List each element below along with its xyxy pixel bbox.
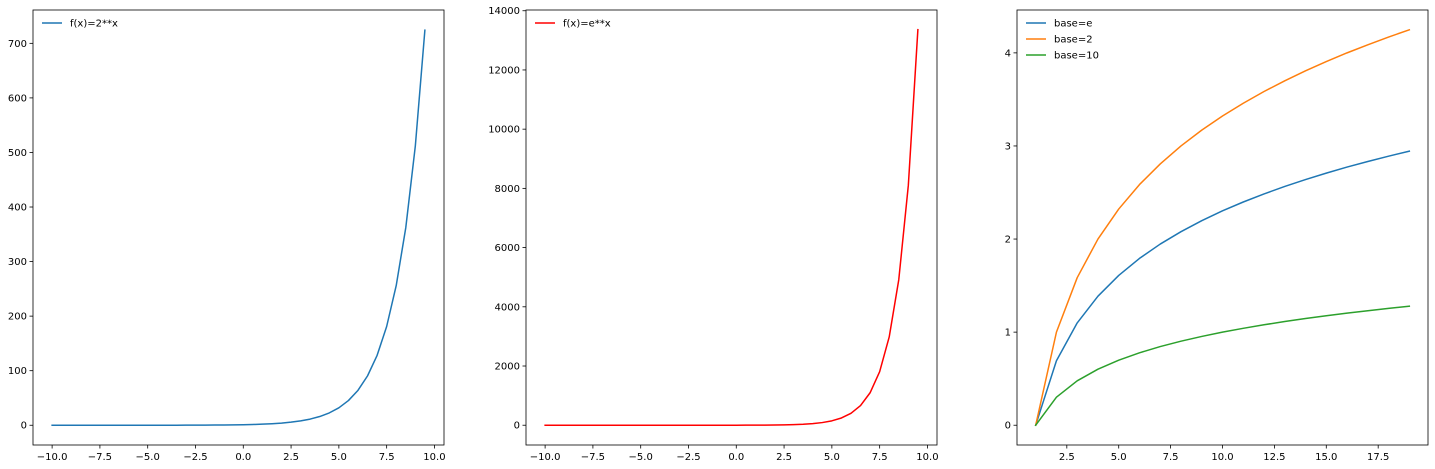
y-tick-label: 14000 bbox=[488, 6, 520, 17]
legend-label-1: f(x)=2**x bbox=[70, 19, 118, 30]
x-tick-label: 15.0 bbox=[1315, 452, 1337, 463]
x-tick-label: 0.0 bbox=[728, 452, 744, 463]
y-tick-label: 4000 bbox=[495, 302, 520, 313]
chart-panel-1: −10.0 −7.5 −5.0 −2.5 0.0 2.5 5.0 7.5 10.0 0 100 200… bbox=[8, 9, 446, 463]
x-tick-label: −7.5 bbox=[88, 452, 112, 463]
x-tick-label: 10.0 bbox=[1211, 452, 1233, 463]
y-tick-label: 300 bbox=[8, 257, 27, 268]
y-tick-label: 0 bbox=[1005, 421, 1011, 432]
x-tick-label: 0.0 bbox=[235, 452, 251, 463]
x-tick-label: 12.5 bbox=[1263, 452, 1285, 463]
axes-frame bbox=[32, 9, 445, 446]
x-tick-label: 2.5 bbox=[283, 452, 299, 463]
legend-label-1: f(x)=e**x bbox=[563, 19, 611, 30]
y-tick-label: 3 bbox=[1005, 141, 1011, 152]
x-tick-label: −7.5 bbox=[581, 452, 605, 463]
x-tick-label: −5.0 bbox=[136, 452, 160, 463]
x-tick-label: 7.5 bbox=[872, 452, 888, 463]
x-tick-label: −2.5 bbox=[183, 452, 207, 463]
chart-panel-2: −10.0 −7.5 −5.0 −2.5 0.0 2.5 5.0 7.5 10.0 0 2000 40… bbox=[488, 6, 938, 463]
legend: f(x)=e**x bbox=[535, 19, 611, 30]
x-tick-label: 7.5 bbox=[1163, 452, 1179, 463]
legend-label-2: base=2 bbox=[1054, 35, 1093, 46]
x-tick-label: 10.0 bbox=[423, 452, 445, 463]
legend-label-1: base=e bbox=[1054, 19, 1092, 30]
legend: base=e base=2 base=10 bbox=[1026, 19, 1099, 62]
y-tick-label: 0 bbox=[21, 421, 27, 432]
chart-panel-3: 2.5 5.0 7.5 10.0 12.5 15.0 17.501234base=ebase… bbox=[1005, 9, 1429, 463]
y-tick-label: 2 bbox=[1005, 235, 1011, 246]
x-tick-label: 5.0 bbox=[1111, 452, 1127, 463]
x-tick-label: 10.0 bbox=[916, 452, 938, 463]
y-tick-label: 600 bbox=[8, 93, 27, 104]
y-tick-label: 8000 bbox=[495, 184, 520, 195]
y-tick-label: 100 bbox=[8, 366, 27, 377]
y-tick-label: 200 bbox=[8, 312, 27, 323]
x-tick-label: −5.0 bbox=[629, 452, 653, 463]
series-line-2 bbox=[1034, 28, 1411, 427]
y-tick-label: 500 bbox=[8, 148, 27, 159]
y-tick-label: 12000 bbox=[488, 65, 520, 76]
axes-frame bbox=[525, 9, 938, 446]
legend-label-3: base=10 bbox=[1054, 51, 1099, 62]
y-tick-label: 0 bbox=[514, 421, 520, 432]
x-tick-label: −10.0 bbox=[530, 452, 561, 463]
y-tick-label: 2000 bbox=[495, 362, 520, 373]
series-line-1 bbox=[1034, 150, 1411, 427]
series-line-1 bbox=[51, 29, 426, 426]
series-line-3 bbox=[1034, 305, 1411, 427]
x-tick-label: −2.5 bbox=[676, 452, 700, 463]
x-tick-label: 17.5 bbox=[1367, 452, 1389, 463]
y-tick-label: 1 bbox=[1005, 328, 1011, 339]
x-tick-label: 2.5 bbox=[1059, 452, 1075, 463]
x-tick-label: 5.0 bbox=[331, 452, 347, 463]
y-tick-label: 6000 bbox=[495, 243, 520, 254]
y-tick-label: 700 bbox=[8, 39, 27, 50]
y-tick-label: 400 bbox=[8, 203, 27, 214]
x-tick-label: 5.0 bbox=[824, 452, 840, 463]
series-line-1 bbox=[544, 28, 919, 426]
x-tick-label: 7.5 bbox=[379, 452, 395, 463]
y-tick-label: 4 bbox=[1005, 48, 1011, 59]
y-tick-label: 10000 bbox=[488, 125, 520, 136]
x-tick-label: 2.5 bbox=[776, 452, 792, 463]
legend: f(x)=2**x bbox=[42, 19, 118, 30]
x-tick-label: −10.0 bbox=[37, 452, 68, 463]
